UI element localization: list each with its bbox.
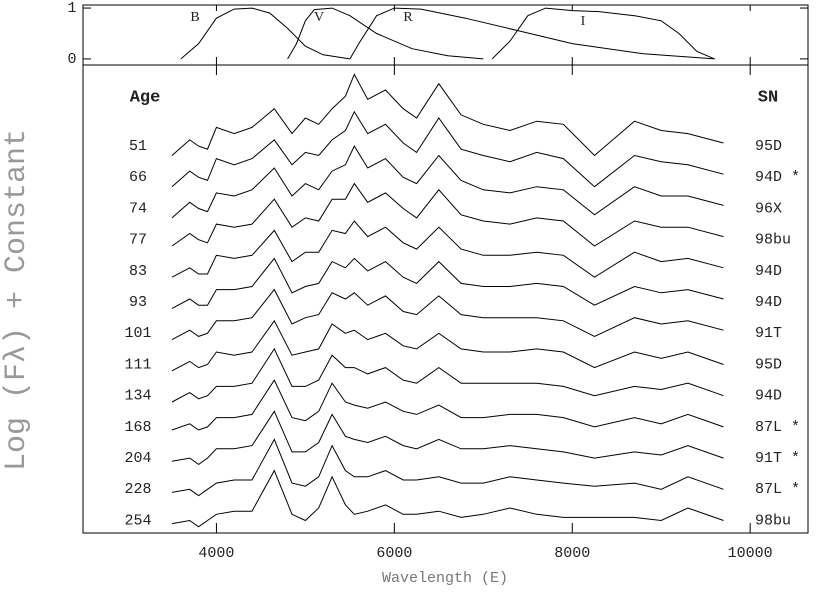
series-line — [171, 438, 724, 497]
sn-label: 91T * — [755, 450, 800, 467]
series-line — [171, 145, 724, 219]
series-line — [171, 182, 724, 247]
age-label: 168 — [124, 419, 151, 436]
sn-label: 94D — [755, 388, 782, 405]
sn-label: 91T — [755, 325, 782, 342]
series-line — [171, 288, 724, 341]
sn-header: SN — [758, 88, 778, 107]
age-label: 51 — [129, 138, 147, 155]
sn-label: 94D — [755, 294, 782, 311]
x-tick-label: 10000 — [728, 545, 773, 562]
series-line — [287, 7, 484, 60]
age-label: 93 — [129, 294, 147, 311]
sn-label: 96X — [755, 200, 782, 217]
age-label: 204 — [124, 450, 151, 467]
age-label: 111 — [124, 356, 151, 373]
sn-label: 95D — [755, 356, 782, 373]
age-label: 83 — [129, 263, 147, 280]
age-label: 254 — [124, 512, 151, 529]
filter-label: B — [190, 10, 199, 25]
age-label: 134 — [124, 388, 151, 405]
filter-label: I — [581, 14, 586, 29]
sn-label: 87L * — [755, 419, 800, 436]
x-tick-label: 6000 — [376, 545, 412, 562]
x-tick-label: 4000 — [198, 545, 234, 562]
y-tick-label: 0 — [67, 51, 76, 68]
series-line — [171, 410, 724, 466]
series-line — [171, 347, 724, 403]
sn-label: 94D * — [755, 169, 800, 186]
filter-label: R — [403, 10, 413, 25]
series-line — [491, 7, 715, 60]
series-line — [171, 469, 724, 528]
sn-label: 87L * — [755, 481, 800, 498]
series-line — [349, 7, 715, 60]
age-label: 228 — [124, 481, 151, 498]
sn-label: 98bu — [755, 232, 791, 249]
x-axis-label: Wavelength (E) — [382, 570, 508, 587]
series-line — [171, 220, 724, 278]
spectra-panel-frame — [82, 64, 809, 534]
sn-label: 95D — [755, 138, 782, 155]
series-line — [180, 7, 350, 60]
age-label: 77 — [129, 232, 147, 249]
y-axis-label: Log (Fλ) + Constant — [0, 129, 34, 471]
series-line — [171, 110, 724, 188]
sn-label: 94D — [755, 263, 782, 280]
series-line — [171, 319, 724, 372]
y-tick-label: 1 — [67, 0, 76, 17]
filter-label: V — [314, 10, 324, 25]
x-tick-label: 8000 — [554, 545, 590, 562]
age-label: 74 — [129, 200, 147, 217]
age-label: 101 — [124, 325, 151, 342]
age-header: Age — [130, 88, 161, 107]
age-label: 66 — [129, 169, 147, 186]
series-line — [171, 379, 724, 431]
series-line — [171, 73, 724, 157]
sn-label: 98bu — [755, 512, 791, 529]
series-line — [171, 257, 724, 309]
